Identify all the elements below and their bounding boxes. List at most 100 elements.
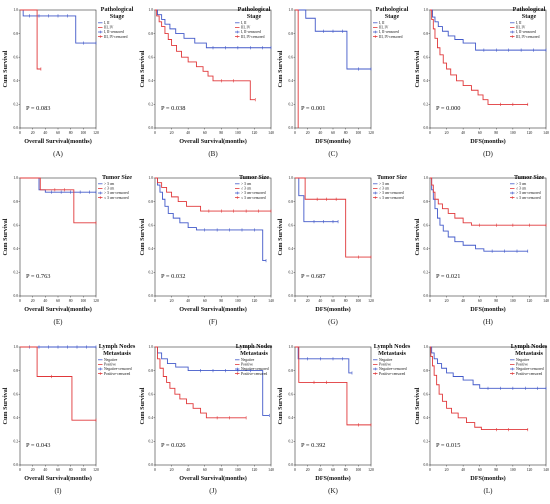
x-tick-label: 0 [154,468,156,472]
x-tick-label: 60 [203,468,207,472]
y-tick-label: 1.0 [14,345,19,349]
panel-label: (G) [328,318,338,326]
x-axis-label: Overall Survival(months) [179,138,247,145]
legend-title: Tumor Size [514,174,544,181]
x-tick-label: 40 [186,468,190,472]
y-tick-label: 0.6 [149,223,154,227]
x-tick-label: 100 [355,131,361,135]
plot-frame [429,9,547,129]
x-tick-label: 0 [294,468,296,472]
legend-title: Lymph Nodes [236,343,273,350]
legend-title: Stage [247,13,262,20]
x-tick-label: 20 [31,299,35,303]
y-tick-label: 0.6 [149,392,154,396]
survival-curve-group-1 [430,177,528,252]
y-tick-label: 0.4 [149,247,154,251]
panel-label: (A) [53,150,63,158]
panel-label: (I) [55,487,63,495]
plot-frame [429,346,547,466]
legend-entry-label: III, IV-censored [241,35,265,40]
legend-entry-label: Positive [241,363,253,367]
x-tick-label: 80 [219,468,223,472]
x-tick-label: 40 [461,468,465,472]
x-tick-label: 120 [368,131,374,135]
x-tick-label: 20 [170,131,174,135]
x-tick-label: 20 [170,468,174,472]
y-tick-label: 1.0 [289,8,294,12]
x-tick-label: 40 [461,131,465,135]
legend-entry-label: > 3 cm-censored [241,191,266,195]
y-tick-label: 0.0 [424,126,429,130]
y-tick-label: 0.0 [149,126,154,130]
y-tick-label: 1.0 [149,345,154,349]
y-tick-label: 0.4 [14,247,19,251]
y-tick-label: 0.8 [14,32,19,36]
y-tick-label: 0.0 [149,294,154,298]
y-tick-label: 0.0 [289,126,294,130]
legend-title: Lymph Nodes [511,343,548,350]
x-tick-label: 20 [306,299,310,303]
survival-curve-group-1 [155,177,267,262]
p-value: P = 0.038 [161,105,186,112]
x-tick-label: 40 [43,468,47,472]
x-tick-label: 20 [170,299,174,303]
legend-entry-label: III, IV-censored [104,35,128,40]
km-panel-c: 0.0 0.2 0.4 0.6 0.8 1.0 0 20 40 60 80 100 120 Cum Sur… [277,6,409,158]
y-tick-label: 0.6 [289,55,294,59]
y-tick-label: 0.4 [424,79,429,83]
legend-entry-label: > 3 cm-censored [516,191,541,195]
y-tick-label: 0.2 [14,103,19,107]
y-axis-label: Cum Survival [277,218,284,255]
x-axis-label: DFS(months) [470,138,505,145]
legend-title: Pathological [238,6,271,13]
panel-label: (B) [208,150,218,158]
x-axis-label: DFS(months) [315,475,350,482]
survival-curve-group-2 [295,177,371,258]
y-axis-label: Cum Survival [2,218,9,255]
y-tick-label: 1.0 [424,8,429,12]
x-tick-label: 40 [318,468,322,472]
x-tick-label: 20 [306,131,310,135]
x-tick-label: 120 [368,468,374,472]
panel-label: (F) [209,318,218,326]
x-tick-label: 120 [93,299,99,303]
x-tick-label: 60 [331,131,335,135]
x-tick-label: 0 [294,299,296,303]
y-axis-label: Cum Survival [277,387,284,424]
x-tick-label: 20 [31,131,35,135]
x-tick-label: 60 [331,299,335,303]
p-value: P = 0.043 [26,442,51,449]
y-tick-label: 0.8 [149,200,154,204]
survival-curve-group-2 [295,346,371,426]
legend-entry-label: Negative-censored [379,367,407,371]
legend-title: Tumor Size [377,174,407,181]
y-tick-label: 0.4 [424,247,429,251]
legend-entry-label: I, II-censored [516,30,536,35]
legend-entry-label: I, II [241,21,247,26]
km-panel-e: 0.0 0.2 0.4 0.6 0.8 1.0 0 20 40 60 80 100 120 Cum Sur… [2,174,132,326]
y-tick-label: 0.8 [14,369,19,373]
panel-label: (J) [209,487,217,495]
legend-title: Pathological [376,6,409,13]
panel-label: (L) [484,487,494,495]
plot-frame [154,177,272,297]
y-tick-label: 1.0 [14,176,19,180]
survival-curve-group-2 [430,9,528,105]
legend-entry-label: ≤ 3 cm-censored [241,196,266,200]
km-panel-d: 0.0 0.2 0.4 0.6 0.8 1.0 0 20 40 60 80 100 120 140 Cum … [414,6,549,158]
legend-entry-label: Negative [379,358,393,362]
y-axis-label: Cum Survival [277,50,284,87]
x-axis-label: Overall Survival(months) [24,138,92,145]
survival-curve-group-1 [295,9,371,70]
x-tick-label: 60 [203,131,207,135]
legend-entry-label: Negative-censored [104,367,132,371]
survival-curve-group-2 [155,9,256,101]
y-tick-label: 0.4 [149,416,154,420]
y-tick-label: 0.2 [149,271,154,275]
x-axis-label: Overall Survival(months) [24,306,92,313]
km-panel-a: 0.0 0.2 0.4 0.6 0.8 1.0 0 20 40 60 80 100 120 Cum Sur… [2,6,134,158]
x-tick-label: 140 [268,299,274,303]
km-panel-j: 0.0 0.2 0.4 0.6 0.8 1.0 0 20 40 60 80 100 120 140 Cum … [139,343,274,495]
km-panel-i: 0.0 0.2 0.4 0.6 0.8 1.0 0 20 40 60 80 100 120 Cum Sur… [2,343,136,495]
